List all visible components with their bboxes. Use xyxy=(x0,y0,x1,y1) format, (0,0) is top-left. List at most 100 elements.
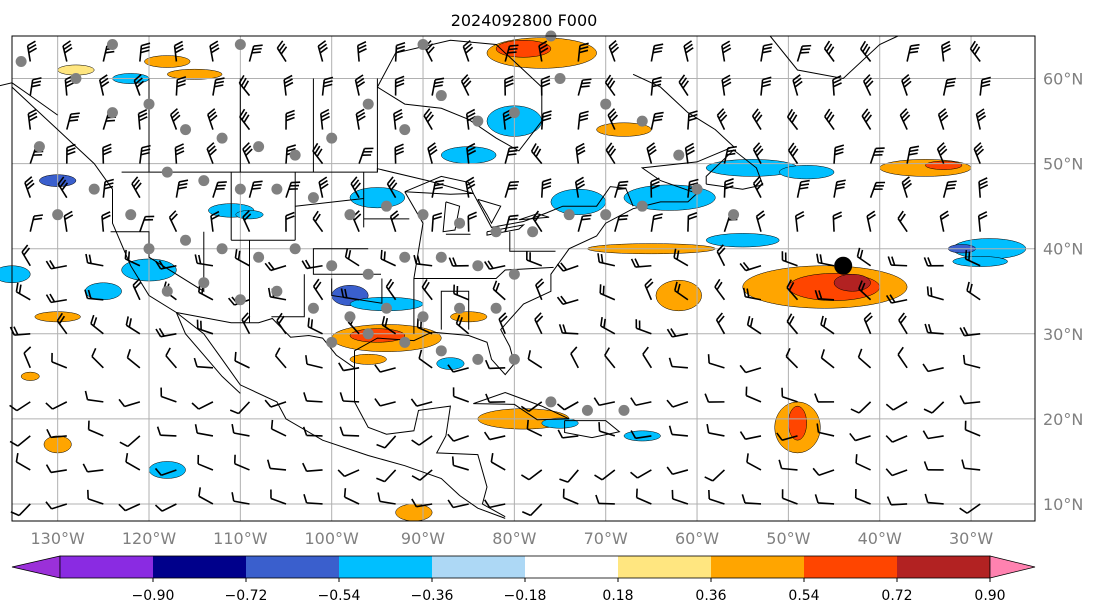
wind-barb xyxy=(786,108,799,131)
wind-barb xyxy=(942,180,957,198)
wind-barb xyxy=(964,249,981,267)
wind-barb xyxy=(504,214,519,232)
coastlines-and-borders xyxy=(0,35,899,519)
wind-barb xyxy=(242,210,252,233)
wind-barb xyxy=(465,176,476,198)
coastline-segment xyxy=(175,312,241,394)
station-dot xyxy=(417,209,429,221)
coastline-segment xyxy=(271,274,305,318)
wind-barb xyxy=(885,468,908,477)
map-frame xyxy=(11,35,1036,522)
wind-barb xyxy=(63,210,74,232)
station-dot xyxy=(70,73,82,85)
colorbar xyxy=(11,555,1036,579)
precip-contour xyxy=(20,371,40,381)
wind-barb xyxy=(671,489,689,505)
wind-barb xyxy=(575,142,586,164)
lon-label: 80°W xyxy=(492,529,536,548)
precip-contour xyxy=(623,430,661,442)
wind-barb xyxy=(264,399,287,408)
wind-barb xyxy=(597,253,616,267)
wind-barb xyxy=(355,108,366,130)
wind-barb xyxy=(642,346,653,369)
wind-barb xyxy=(197,454,214,471)
wind-barb xyxy=(169,108,181,130)
wind-barb xyxy=(614,180,629,198)
colorbar-over-arrow xyxy=(989,555,1036,579)
wind-barb xyxy=(431,77,445,96)
wind-barb xyxy=(175,179,189,198)
wind-barb xyxy=(855,454,871,471)
coastline-segment xyxy=(440,290,470,330)
wind-barb xyxy=(66,143,76,164)
wind-barb xyxy=(608,40,620,62)
wind-barb xyxy=(924,323,944,335)
wind-barb xyxy=(781,251,798,267)
wind-barb xyxy=(344,248,360,267)
station-dot xyxy=(399,251,411,263)
wind-barb xyxy=(687,212,698,232)
wind-barb xyxy=(673,248,689,267)
wind-barb xyxy=(350,176,361,199)
lon-label: 120°W xyxy=(122,529,177,548)
colorbar-under-arrow xyxy=(11,555,61,579)
coastline-segment xyxy=(769,35,899,80)
wind-barb xyxy=(337,469,360,478)
wind-barb xyxy=(714,278,726,301)
precip-contour xyxy=(395,503,433,522)
wind-barb xyxy=(302,426,323,437)
wind-barb xyxy=(558,324,579,335)
wind-barb xyxy=(820,349,835,369)
station-dot xyxy=(472,115,484,127)
lon-label: 40°W xyxy=(858,529,902,548)
station-dot xyxy=(216,132,228,144)
wind-barb xyxy=(646,142,657,164)
wind-barb xyxy=(937,108,949,130)
wind-barb xyxy=(301,259,323,270)
station-dot xyxy=(106,107,118,119)
wind-barb xyxy=(411,469,433,481)
wind-barb xyxy=(959,503,981,514)
wind-barb xyxy=(45,401,68,410)
wind-barb xyxy=(969,40,981,63)
wind-barb xyxy=(977,211,988,232)
wind-barb xyxy=(635,319,652,335)
wind-barb xyxy=(132,278,142,301)
wind-barb xyxy=(678,74,689,96)
wind-barb xyxy=(133,74,145,96)
wind-barb xyxy=(687,110,698,130)
wind-barb xyxy=(898,312,908,335)
station-dot xyxy=(180,234,192,246)
colorbar-tick-label: 0.36 xyxy=(695,588,726,604)
precip-contour xyxy=(788,405,807,441)
wind-barb xyxy=(630,430,652,440)
wind-barb xyxy=(484,359,506,370)
wind-barb xyxy=(786,313,799,335)
wind-barb xyxy=(570,346,580,369)
wind-barb xyxy=(630,469,652,479)
wind-barb xyxy=(739,364,762,374)
wind-barb xyxy=(389,210,400,232)
station-dot xyxy=(454,217,466,229)
wind-barb xyxy=(936,142,948,164)
wind-barb xyxy=(87,489,104,505)
wind-barb xyxy=(212,77,225,96)
wind-barb xyxy=(45,501,68,510)
lat-label: 60°N xyxy=(1043,70,1083,89)
wind-barb xyxy=(781,489,798,505)
wind-barb xyxy=(941,40,951,62)
longitude-labels: 130°W 120°W 110°W 100°W 90°W 80°W 70°W 60°W 50°W… xyxy=(30,529,993,548)
wind-barb xyxy=(854,489,871,505)
wind-barb xyxy=(26,40,37,62)
wind-barb xyxy=(708,489,725,505)
wind-barb xyxy=(593,397,616,407)
lon-label: 50°W xyxy=(766,529,810,548)
wind-barb xyxy=(833,179,846,198)
wind-barb xyxy=(861,108,873,131)
station-dot xyxy=(435,90,447,102)
wind-barb xyxy=(504,146,519,164)
wind-barb xyxy=(233,454,250,471)
station-dot xyxy=(545,396,557,408)
wind-barb xyxy=(630,258,652,268)
wind-barb xyxy=(239,108,251,131)
